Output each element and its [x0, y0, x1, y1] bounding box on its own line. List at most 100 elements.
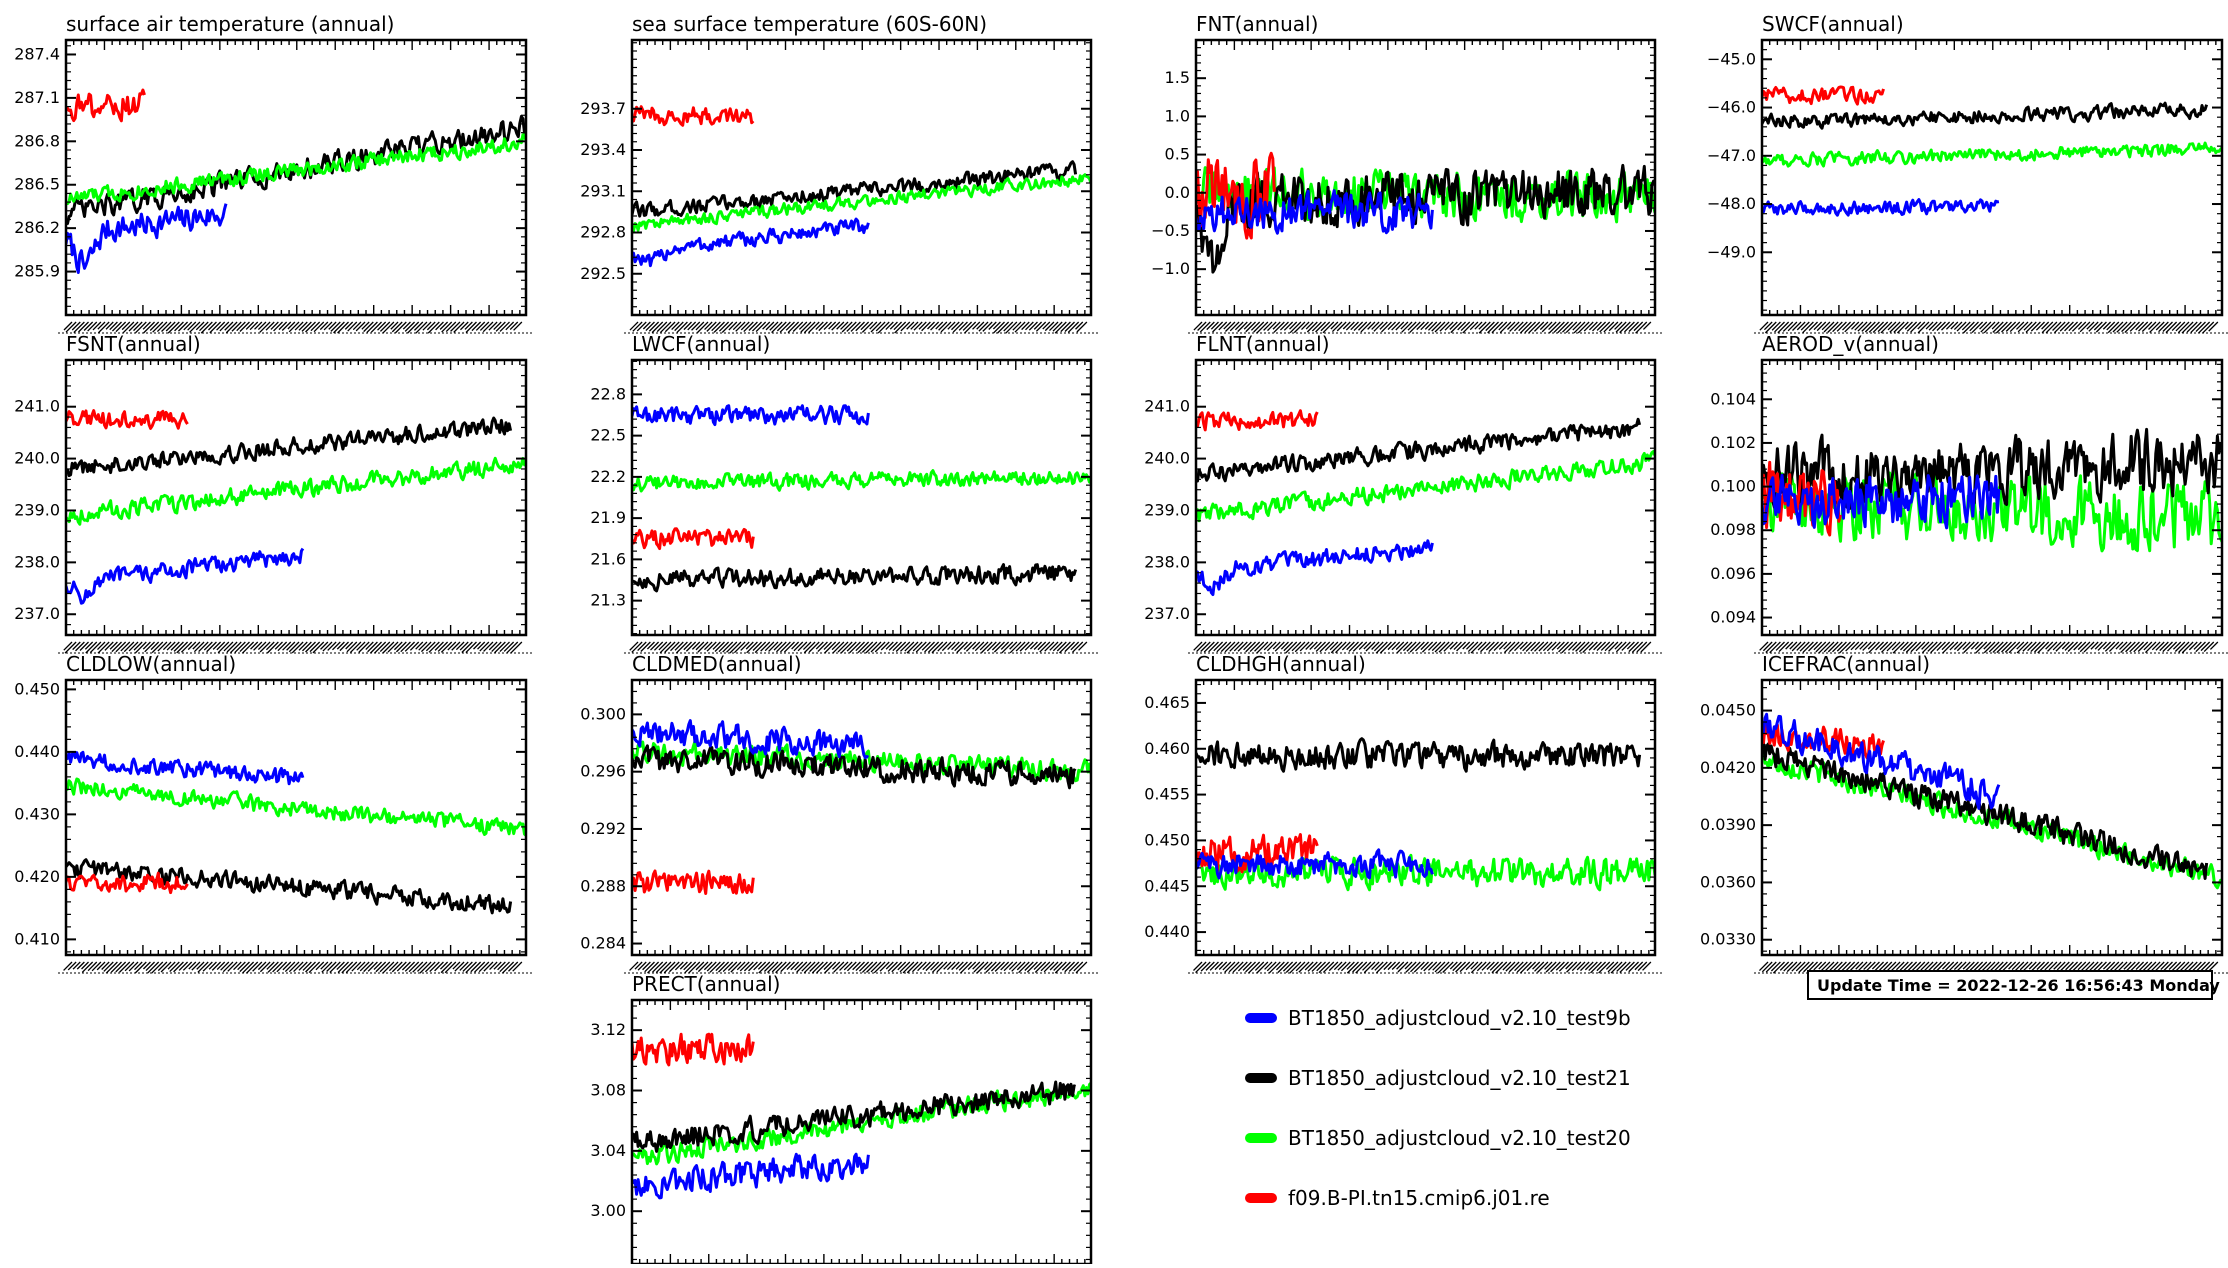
x-tick-label-glyph	[387, 641, 399, 653]
series-line-bt1850-adjustcloud-v2-10-test20	[1762, 467, 2222, 553]
x-tick-label-glyph	[2172, 641, 2182, 650]
plot-frame	[630, 678, 1093, 957]
x-tick-label-glyph	[632, 321, 643, 332]
y-tick-label: −47.0	[1707, 146, 1756, 165]
x-tick-label-glyph	[224, 321, 234, 331]
y-tick-label: −48.0	[1707, 194, 1756, 213]
x-tick-label-glyph	[111, 321, 122, 332]
x-tick-label-glyph	[679, 961, 688, 970]
x-tick-label-glyph	[2159, 641, 2169, 652]
series-line-bt1850-adjustcloud-v2-10-test9b	[1762, 198, 2000, 217]
x-tick-label-glyph	[246, 961, 259, 974]
x-tick-label-glyph	[1401, 321, 1413, 333]
x-tick-label-glyph	[1021, 321, 1030, 331]
x-tick-label-glyph	[1637, 961, 1648, 972]
y-tick-label: 238.0	[1144, 552, 1190, 571]
x-tick-label-smear	[624, 961, 1099, 974]
x-tick-label-glyph	[637, 961, 647, 971]
x-tick-label-glyph	[1625, 961, 1635, 971]
x-tick-label-glyph	[109, 641, 118, 650]
x-tick-label-glyph	[73, 321, 85, 334]
x-tick-label-glyph	[783, 641, 795, 653]
x-tick-label-glyph	[319, 321, 329, 331]
x-tick-label-glyph	[474, 961, 486, 973]
panel-title: ICEFRAC(annual)	[1762, 652, 1930, 676]
x-tick-label-glyph	[195, 321, 205, 331]
x-tick-label-glyph	[1642, 961, 1652, 971]
x-tick-label-glyph	[1608, 641, 1619, 652]
x-tick-label-glyph	[1590, 961, 1602, 974]
x-tick-label-glyph	[836, 321, 845, 330]
x-tick-label-glyph	[459, 321, 469, 331]
x-tick-label-glyph	[455, 641, 465, 651]
y-tick-label: 241.0	[14, 397, 60, 416]
x-tick-label-glyph	[697, 641, 709, 653]
x-tick-label-glyph	[776, 321, 787, 332]
x-tick-label-glyph	[329, 961, 341, 973]
panel-title: SWCF(annual)	[1762, 12, 1904, 36]
x-tick-label-glyph	[1213, 641, 1224, 652]
x-tick-label-glyph	[1846, 961, 1856, 971]
x-tick-label-glyph	[286, 641, 296, 651]
x-tick-label-glyph	[1783, 961, 1794, 972]
x-tick-label-smear	[1188, 321, 1663, 334]
x-tick-label-glyph	[1583, 321, 1594, 332]
x-tick-label-glyph	[1600, 641, 1611, 651]
x-tick-label-glyph	[906, 321, 915, 330]
x-tick-label-glyph	[2119, 641, 2128, 651]
x-tick-label-glyph	[1427, 321, 1438, 331]
x-tick-label-glyph	[198, 641, 209, 652]
x-tick-label-glyph	[967, 961, 977, 971]
x-tick-label-glyph	[120, 641, 131, 652]
x-tick-label-glyph	[101, 961, 110, 970]
x-tick-label-glyph	[706, 321, 717, 332]
x-tick-label-glyph	[103, 961, 114, 972]
plot-frame	[64, 38, 528, 317]
x-tick-label-glyph	[1016, 961, 1026, 971]
x-tick-label-glyph	[1470, 961, 1483, 974]
plot-frame	[1760, 358, 2224, 637]
x-tick-label-glyph	[502, 961, 515, 974]
x-tick-label-glyph	[239, 961, 250, 973]
x-tick-label-glyph	[1514, 641, 1524, 652]
x-tick-label-glyph	[793, 641, 804, 652]
x-tick-label-glyph	[955, 961, 964, 970]
x-tick-label-glyph	[83, 321, 94, 331]
x-tick-label-glyph	[1371, 321, 1380, 330]
x-tick-label-glyph	[1921, 641, 1930, 650]
x-tick-label-glyph	[981, 641, 993, 654]
x-tick-label-glyph	[671, 321, 680, 331]
y-tick-label: 239.0	[1144, 500, 1190, 519]
x-tick-label-glyph	[464, 321, 473, 330]
x-tick-label-glyph	[1491, 321, 1504, 334]
x-tick-label-glyph	[444, 961, 457, 974]
x-tick-label-glyph	[1026, 961, 1038, 973]
x-tick-label-glyph	[1505, 961, 1516, 972]
x-tick-label-glyph	[1266, 961, 1277, 972]
x-tick-label-glyph	[294, 321, 304, 331]
x-tick-label-glyph	[1598, 961, 1611, 974]
series-line-bt1850-adjustcloud-v2-10-test21	[1762, 741, 2209, 880]
x-tick-label-glyph	[1532, 961, 1541, 970]
x-tick-label-glyph	[513, 321, 523, 331]
y-tick-label: 21.6	[590, 549, 626, 568]
x-tick-label-glyph	[441, 321, 453, 333]
x-tick-label-glyph	[1266, 641, 1277, 652]
x-tick-label-glyph	[478, 961, 490, 973]
x-tick-label-glyph	[1034, 961, 1047, 973]
x-tick-label-glyph	[852, 961, 861, 971]
x-tick-label-glyph	[1813, 961, 1823, 971]
series-line-bt1850-adjustcloud-v2-10-test20	[632, 173, 1091, 233]
x-tick-label-glyph	[135, 641, 147, 654]
x-tick-label-glyph	[327, 641, 337, 651]
panel-title: CLDHGH(annual)	[1196, 652, 1366, 676]
x-tick-label-glyph	[1387, 641, 1397, 651]
panel-title: AEROD_v(annual)	[1762, 332, 1939, 356]
x-tick-label-glyph	[2052, 641, 2062, 651]
x-tick-label-glyph	[1311, 321, 1322, 332]
x-tick-label-glyph	[1542, 641, 1553, 652]
x-tick-label-glyph	[193, 641, 205, 653]
y-tick-label: 0.0	[1165, 183, 1190, 202]
x-tick-label-glyph	[407, 321, 420, 334]
x-tick-label-glyph	[2188, 641, 2198, 651]
